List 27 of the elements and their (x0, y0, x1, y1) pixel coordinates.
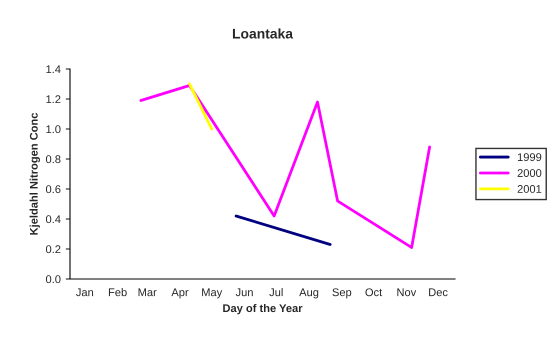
x-tick-label: May (202, 288, 222, 298)
x-tick-label: Nov (397, 288, 416, 296)
y-axis-title: Kjeldahl Nitrogen Conc (30, 112, 40, 235)
x-tick-label: Aug (299, 288, 318, 298)
x-tick-label: Feb (108, 288, 127, 296)
x-tick-label: Jan (76, 288, 94, 296)
x-tick-label: Jun (236, 288, 253, 296)
y-tick-label: 0.0 (46, 275, 61, 284)
x-tick-label: Jul (269, 288, 283, 296)
line-series (139, 84, 432, 249)
y-tick-label: 0.2 (46, 245, 60, 254)
chart-title: Loantaka (232, 28, 294, 39)
x-tick-label: Sep (332, 288, 352, 298)
x-tick-label: Mar (138, 288, 157, 296)
x-tick-label: Apr (171, 288, 188, 298)
y-tick-label: 1.4 (46, 65, 61, 74)
legend-label: 2000 (518, 169, 542, 177)
x-tick-label: Oct (365, 288, 382, 296)
legend-label: 2001 (518, 185, 542, 193)
y-tick-label: 1.0 (46, 125, 61, 134)
y-tick-label: 0.8 (46, 155, 60, 164)
y-tick-label: 1.2 (46, 95, 60, 104)
legend-label: 1999 (518, 153, 542, 162)
x-axis-title: Day of the Year (223, 304, 302, 314)
y-tick-label: 0.4 (46, 215, 61, 224)
y-tick-label: 0.6 (46, 185, 60, 194)
x-tick-label: Dec (429, 288, 448, 296)
